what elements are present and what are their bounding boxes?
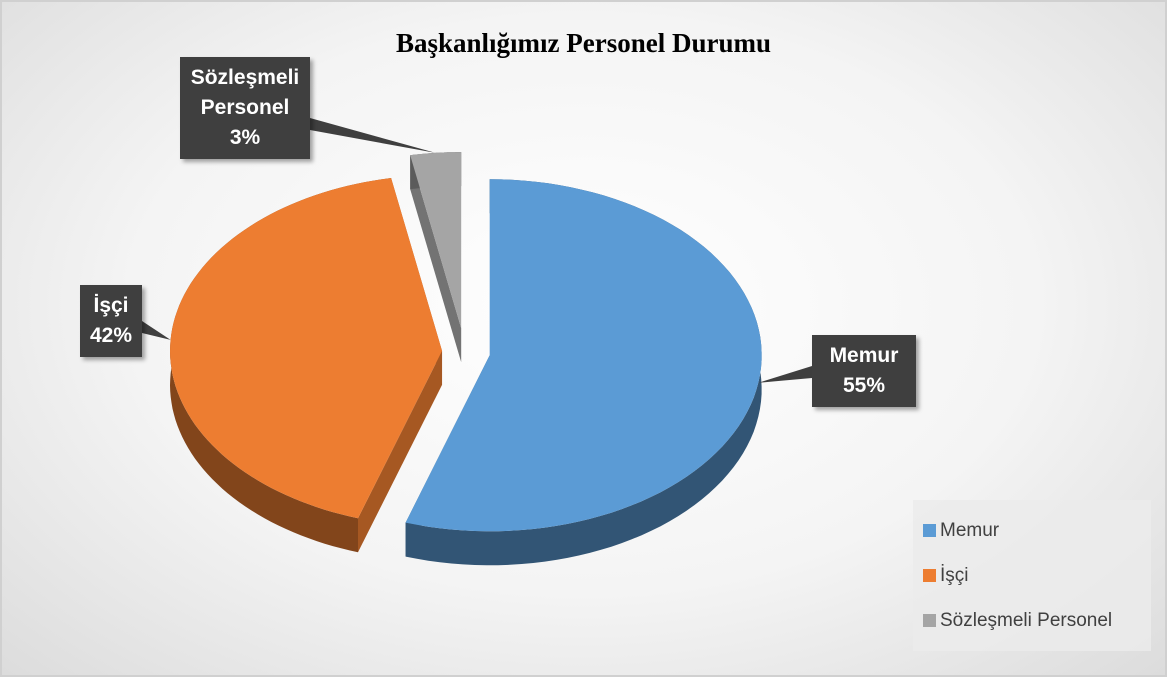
data-label-name: Sözleşmeli Personel bbox=[190, 66, 300, 119]
data-label-value: 55% bbox=[842, 374, 886, 397]
legend-swatch bbox=[923, 524, 936, 537]
leader-line bbox=[758, 366, 812, 383]
legend-item: İşçi bbox=[923, 553, 1141, 598]
slice-side bbox=[410, 155, 462, 363]
pie-slice bbox=[170, 178, 443, 519]
pie-slice bbox=[405, 179, 762, 532]
leader-line bbox=[310, 118, 436, 153]
data-label: Sözleşmeli Personel 3% bbox=[180, 57, 310, 159]
data-label: İşçi 42% bbox=[80, 285, 142, 357]
legend-label: Sözleşmeli Personel bbox=[940, 609, 1113, 631]
legend-swatch bbox=[923, 614, 936, 627]
legend-swatch bbox=[923, 569, 936, 582]
legend: Memur İşçi Sözleşmeli Personel bbox=[913, 500, 1151, 651]
data-label-name: Memur bbox=[829, 344, 899, 367]
slice-side bbox=[357, 350, 443, 553]
data-label-value: 3% bbox=[229, 126, 261, 149]
legend-label: Memur bbox=[940, 519, 1000, 541]
data-label-name: İşçi bbox=[93, 294, 129, 317]
legend-label: İşçi bbox=[940, 564, 969, 586]
legend-item: Sözleşmeli Personel bbox=[923, 598, 1141, 643]
legend-item: Memur bbox=[923, 508, 1141, 553]
data-label: Memur 55% bbox=[812, 335, 916, 407]
leader-line bbox=[142, 321, 171, 340]
pie-slice bbox=[410, 152, 462, 329]
chart-title: Başkanlığımız Personel Durumu bbox=[395, 28, 772, 58]
data-label-value: 42% bbox=[89, 324, 133, 347]
